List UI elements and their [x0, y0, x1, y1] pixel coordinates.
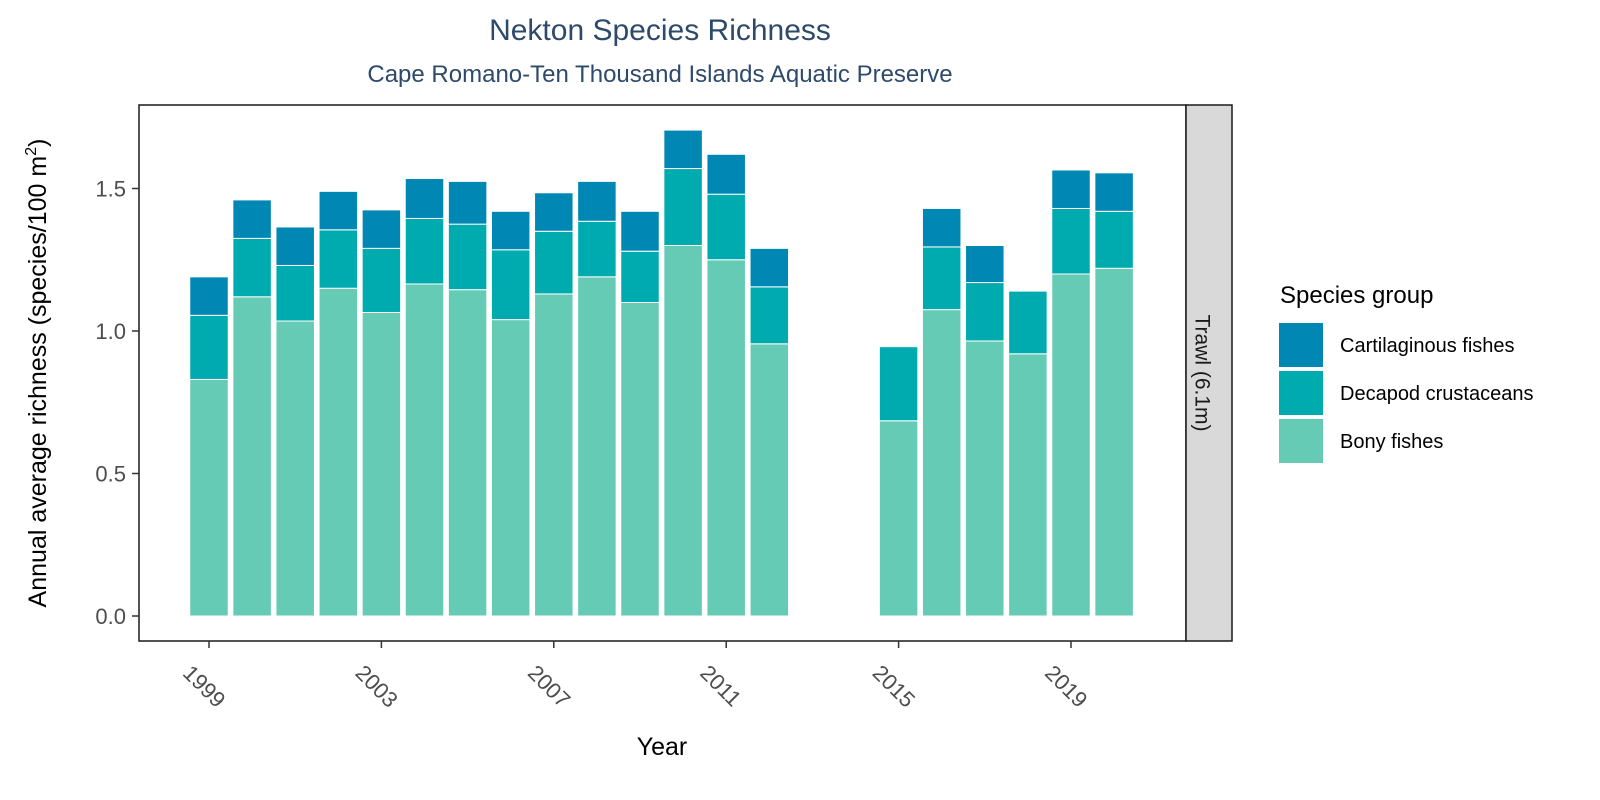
bar-2000-bony-fishes [232, 296, 272, 617]
bar-2018-decapod-crustaceans [1008, 290, 1048, 355]
bar-2006-cartilaginous-fishes [490, 210, 531, 251]
bar-2010-bony-fishes [663, 245, 703, 617]
legend-swatch-bony-fishes [1279, 419, 1323, 463]
facet-strip [1185, 104, 1233, 642]
bar-1999-decapod-crustaceans [189, 314, 229, 380]
bar-2020-cartilaginous-fishes [1094, 172, 1134, 212]
bar-2008-bony-fishes [577, 276, 617, 617]
x-axis-title: Year [637, 733, 688, 761]
bar-2000-cartilaginous-fishes [232, 199, 272, 239]
bar-2012-decapod-crustaceans [749, 286, 790, 345]
bar-2016-decapod-crustaceans [921, 246, 962, 311]
bar-2004-bony-fishes [404, 283, 445, 617]
y-tick-label: 0.0 [95, 604, 126, 629]
bar-2002-decapod-crustaceans [318, 229, 359, 289]
bar-2005-bony-fishes [447, 289, 488, 617]
bar-2016-cartilaginous-fishes [921, 207, 962, 248]
y-tick-label: 0.5 [95, 462, 126, 487]
bars [189, 129, 1134, 617]
bar-2005-decapod-crustaceans [447, 223, 488, 291]
bar-2011-cartilaginous-fishes [706, 153, 746, 195]
bar-2011-bony-fishes [706, 259, 746, 617]
bar-2018-bony-fishes [1008, 353, 1048, 617]
bar-2010-decapod-crustaceans [663, 168, 703, 246]
bar-2005-cartilaginous-fishes [447, 180, 488, 225]
bar-2011-decapod-crustaceans [706, 193, 746, 261]
y-axis: 0.0 0.5 1.0 1.5 [95, 177, 139, 629]
bar-2004-cartilaginous-fishes [404, 178, 445, 219]
bar-2019-cartilaginous-fishes [1051, 169, 1091, 209]
bar-2015-decapod-crustaceans [878, 346, 919, 422]
x-axis: 1999 2003 2007 2011 2015 2019 [178, 641, 1092, 712]
bar-2019-bony-fishes [1051, 273, 1091, 617]
y-axis-title-superscript: 2 [23, 147, 40, 156]
chart-title: Nekton Species Richness [489, 14, 831, 47]
bar-2020-decapod-crustaceans [1094, 210, 1134, 269]
bar-2001-cartilaginous-fishes [275, 226, 315, 266]
bar-2007-bony-fishes [534, 293, 574, 617]
bar-2019-decapod-crustaceans [1051, 207, 1091, 275]
y-axis-title-close: ) [24, 139, 52, 147]
bar-2003-decapod-crustaceans [361, 247, 402, 313]
bar-2002-bony-fishes [318, 287, 359, 617]
y-axis-title: Annual average richness (species/100 m2) [23, 139, 52, 608]
chart-subtitle: Cape Romano-Ten Thousand Islands Aquatic… [367, 61, 952, 88]
bar-2012-cartilaginous-fishes [749, 247, 790, 288]
bar-2001-bony-fishes [275, 320, 315, 617]
y-axis-title-main: Annual average richness (species/100 m [24, 156, 52, 608]
x-tick-label: 2003 [351, 660, 403, 712]
x-tick-label: 2007 [523, 660, 575, 712]
y-tick-label: 1.0 [95, 319, 126, 344]
bar-2020-bony-fishes [1094, 267, 1134, 617]
x-tick-label: 2015 [868, 660, 920, 712]
legend-swatch-decapod-crustaceans [1279, 371, 1323, 415]
bar-1999-cartilaginous-fishes [189, 276, 229, 316]
legend-swatch-cartilaginous-fishes [1279, 323, 1323, 367]
bar-2001-decapod-crustaceans [275, 264, 315, 322]
x-tick-label: 2019 [1040, 660, 1092, 712]
facet-strip-label: Trawl (6.1m) [1190, 314, 1213, 431]
bar-2017-bony-fishes [965, 340, 1005, 617]
y-tick-label: 1.5 [95, 177, 126, 202]
bar-2006-bony-fishes [490, 319, 531, 617]
legend-title: Species group [1280, 282, 1433, 309]
bar-2009-cartilaginous-fishes [620, 210, 660, 252]
bar-2017-decapod-crustaceans [965, 282, 1005, 342]
bar-2009-bony-fishes [620, 302, 660, 617]
bar-2003-bony-fishes [361, 311, 402, 617]
legend-items: Cartilaginous fishes Decapod crustaceans B… [1279, 323, 1533, 463]
bar-2008-decapod-crustaceans [577, 220, 617, 278]
bar-2012-bony-fishes [749, 343, 790, 617]
legend-label-decapod-crustaceans: Decapod crustaceans [1340, 383, 1533, 405]
legend-label-bony-fishes: Bony fishes [1340, 431, 1443, 453]
bar-2002-cartilaginous-fishes [318, 190, 359, 231]
bar-2003-cartilaginous-fishes [361, 209, 402, 249]
legend-label-cartilaginous-fishes: Cartilaginous fishes [1340, 335, 1515, 357]
bar-2008-cartilaginous-fishes [577, 180, 617, 222]
bar-2016-bony-fishes [921, 309, 962, 617]
x-tick-label: 1999 [178, 660, 230, 712]
bar-2010-cartilaginous-fishes [663, 129, 703, 170]
bar-2015-bony-fishes [878, 420, 919, 617]
legend: Species group Cartilaginous fishes Decapo… [1279, 282, 1533, 463]
bar-2006-decapod-crustaceans [490, 249, 531, 321]
bar-1999-bony-fishes [189, 378, 229, 617]
bar-2007-cartilaginous-fishes [534, 192, 574, 232]
bar-2000-decapod-crustaceans [232, 237, 272, 298]
x-tick-label: 2011 [695, 660, 746, 711]
bar-2004-decapod-crustaceans [404, 217, 445, 285]
bar-2007-decapod-crustaceans [534, 230, 574, 295]
bar-2017-cartilaginous-fishes [965, 245, 1005, 284]
bar-2009-decapod-crustaceans [620, 250, 660, 303]
